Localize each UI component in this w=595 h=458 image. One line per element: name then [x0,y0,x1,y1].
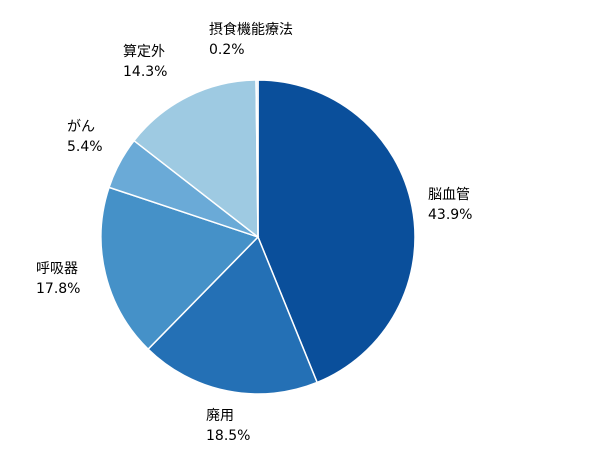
slice-label-1: 脳血管 [428,187,470,203]
slice-value-label-6: 0.2% [209,42,245,58]
slice-label-6: 摂食機能療法 [209,21,293,38]
pie-slice-5 [132,79,259,239]
pie-labels: 脳血管 43.9% 廃用 18.5% 呼吸器 17.8% がん 5.4% 算定外 14.3% 摂食機… [36,21,472,444]
slice-label-3: 呼吸器 [36,261,78,277]
slice-value-label-3: 17.8% [36,281,80,297]
slice-value-label-1: 43.9% [428,207,472,223]
slice-label-4: がん [67,119,95,135]
slice-label-2: 廃用 [206,407,234,424]
pie-slices [100,79,416,395]
slice-value-label-2: 18.5% [206,428,250,444]
slice-value-label-5: 14.3% [123,64,167,80]
pie-slice-3 [100,186,260,351]
pie-slice-6 [255,79,259,238]
slice-label-5: 算定外 [123,44,165,60]
slice-value-label-4: 5.4% [67,139,103,155]
pie-slice-2 [147,235,319,395]
pie-slice-1 [257,79,416,384]
